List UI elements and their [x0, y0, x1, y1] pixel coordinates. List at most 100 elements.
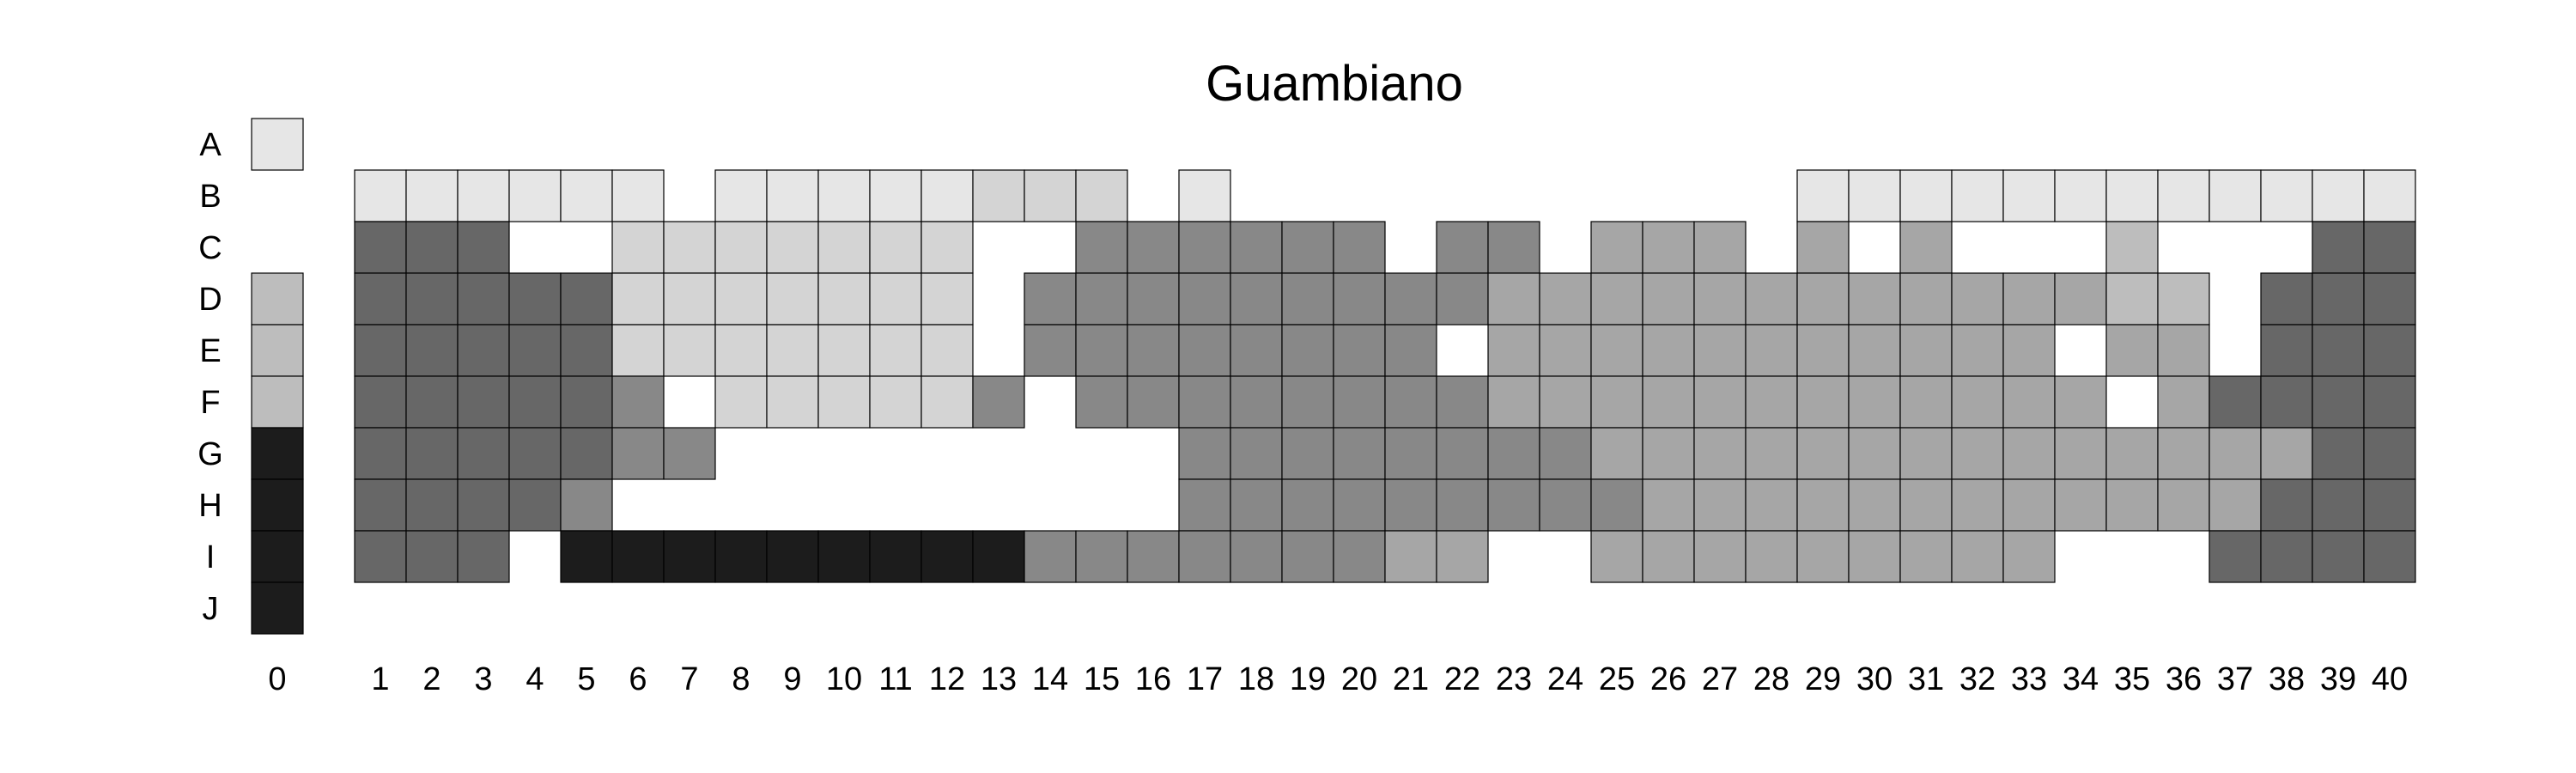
cell-G-4	[508, 427, 562, 480]
column-label-22: 22	[1444, 661, 1480, 697]
row-label-A: A	[199, 127, 222, 163]
cell-B-1	[354, 169, 407, 222]
row-label-E: E	[199, 333, 221, 369]
cell-I-8	[714, 530, 768, 583]
cell-D-22	[1436, 272, 1489, 326]
cell-E-18	[1230, 324, 1283, 377]
cell-F-12	[920, 375, 974, 429]
column-label-38: 38	[2269, 661, 2305, 697]
cell-D-34	[2054, 272, 2107, 326]
cell-C-3	[457, 221, 510, 274]
cell-C-11	[869, 221, 922, 274]
column-labels: 0 1 2 3 4 5 6 7 8 9 10 11 12 13 14 15 16 17 18 19 20 21 22 23 24…	[268, 661, 2408, 697]
cell-D-4	[508, 272, 562, 326]
cell-G-25	[1590, 427, 1643, 480]
cell-I-7	[663, 530, 716, 583]
cell-C-22	[1436, 221, 1489, 274]
column-label-0: 0	[268, 661, 286, 697]
cell-D-29	[1796, 272, 1850, 326]
cell-G-32	[1951, 427, 2004, 480]
column-label-13: 13	[981, 661, 1017, 697]
cell-C-25	[1590, 221, 1643, 274]
column-label-11: 11	[878, 661, 912, 697]
cell-I-17	[1178, 530, 1231, 583]
cell-I-15	[1075, 530, 1128, 583]
cell-F-13	[972, 375, 1025, 429]
cell-B-39	[2312, 169, 2365, 222]
cell-I-38	[2260, 530, 2313, 583]
cell-C-31	[1899, 221, 1953, 274]
cell-C-2	[405, 221, 459, 274]
legend-cell-F-0	[251, 375, 304, 429]
cell-F-28	[1745, 375, 1798, 429]
column-label-27: 27	[1702, 661, 1738, 697]
cell-E-21	[1384, 324, 1437, 377]
cell-C-39	[2312, 221, 2365, 274]
cell-B-8	[714, 169, 768, 222]
column-label-33: 33	[2011, 661, 2047, 697]
cell-B-15	[1075, 169, 1128, 222]
cell-F-33	[2002, 375, 2056, 429]
cell-E-5	[560, 324, 613, 377]
cell-C-10	[817, 221, 871, 274]
cell-D-1	[354, 272, 407, 326]
cell-F-10	[817, 375, 871, 429]
cell-F-22	[1436, 375, 1489, 429]
cell-F-17	[1178, 375, 1231, 429]
cell-D-11	[869, 272, 922, 326]
cell-B-36	[2157, 169, 2210, 222]
cell-B-38	[2260, 169, 2313, 222]
column-label-20: 20	[1341, 661, 1377, 697]
cell-C-19	[1281, 221, 1334, 274]
cell-E-19	[1281, 324, 1334, 377]
cell-H-40	[2363, 478, 2416, 532]
cell-B-10	[817, 169, 871, 222]
cell-F-39	[2312, 375, 2365, 429]
cell-F-9	[766, 375, 819, 429]
cell-H-21	[1384, 478, 1437, 532]
cell-H-22	[1436, 478, 1489, 532]
cell-H-26	[1642, 478, 1695, 532]
cell-F-36	[2157, 375, 2210, 429]
cell-C-16	[1127, 221, 1180, 274]
column-label-26: 26	[1650, 661, 1686, 697]
column-label-12: 12	[929, 661, 965, 697]
cell-F-21	[1384, 375, 1437, 429]
cell-E-38	[2260, 324, 2313, 377]
row-label-F: F	[200, 385, 220, 421]
cell-E-8	[714, 324, 768, 377]
cell-G-1	[354, 427, 407, 480]
cell-I-11	[869, 530, 922, 583]
cell-B-3	[457, 169, 510, 222]
cell-H-27	[1693, 478, 1747, 532]
cell-H-18	[1230, 478, 1283, 532]
cell-D-33	[2002, 272, 2056, 326]
legend-cell-H-0	[251, 478, 304, 532]
cell-H-37	[2208, 478, 2262, 532]
cell-B-4	[508, 169, 562, 222]
cell-I-31	[1899, 530, 1953, 583]
cell-C-8	[714, 221, 768, 274]
cell-B-17	[1178, 169, 1231, 222]
cell-C-26	[1642, 221, 1695, 274]
cell-H-3	[457, 478, 510, 532]
cell-G-23	[1487, 427, 1540, 480]
legend-strip	[251, 118, 304, 635]
column-label-29: 29	[1805, 661, 1841, 697]
column-label-7: 7	[680, 661, 698, 697]
cell-I-12	[920, 530, 974, 583]
cell-E-4	[508, 324, 562, 377]
cell-F-26	[1642, 375, 1695, 429]
cell-D-36	[2157, 272, 2210, 326]
cell-E-32	[1951, 324, 2004, 377]
column-label-4: 4	[526, 661, 544, 697]
cell-D-26	[1642, 272, 1695, 326]
column-label-35: 35	[2114, 661, 2150, 697]
cell-E-6	[611, 324, 665, 377]
cell-D-30	[1848, 272, 1901, 326]
cell-E-10	[817, 324, 871, 377]
cell-D-8	[714, 272, 768, 326]
legend-cell-G-0	[251, 427, 304, 480]
cell-G-21	[1384, 427, 1437, 480]
legend-cell-D-0	[251, 272, 304, 326]
